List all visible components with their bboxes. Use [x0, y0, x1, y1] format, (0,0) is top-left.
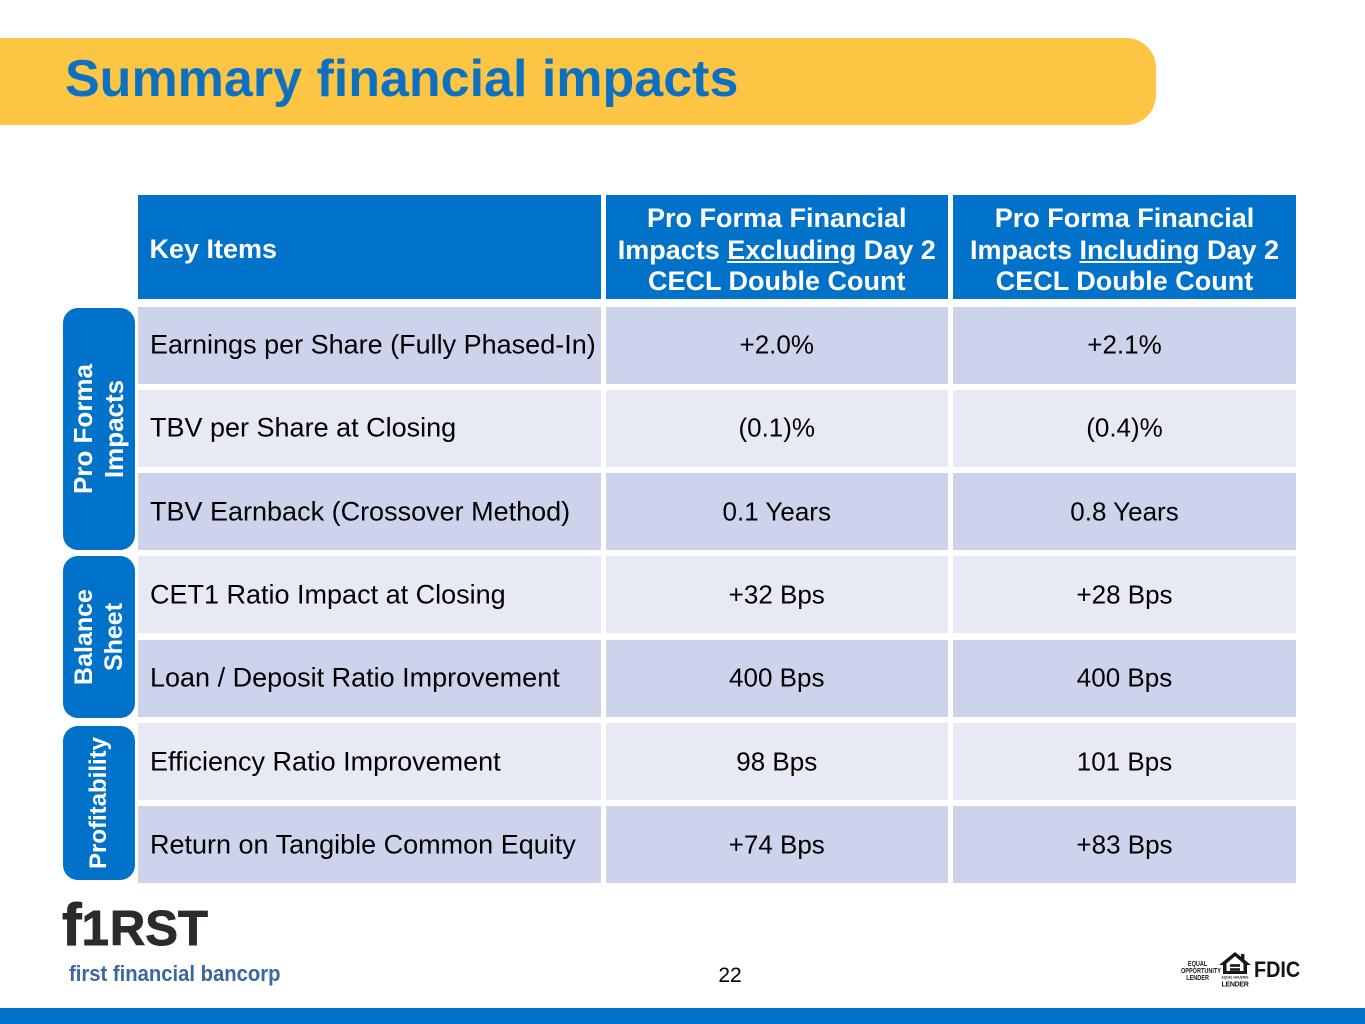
svg-text:EQUAL HOUSING: EQUAL HOUSING: [1222, 976, 1249, 980]
svg-text:LENDER: LENDER: [1222, 982, 1249, 988]
